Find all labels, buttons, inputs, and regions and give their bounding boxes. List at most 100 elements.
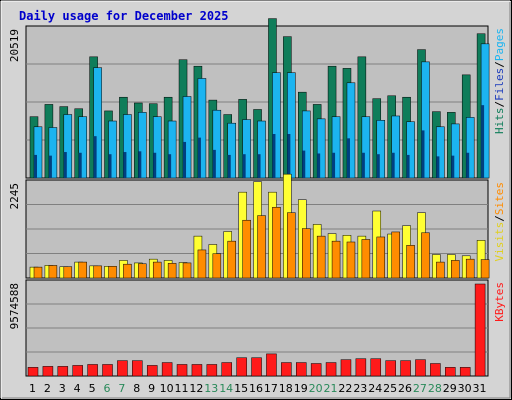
bar-visits [123,263,132,279]
bar-files [316,118,326,179]
bar-kbytes [266,353,277,377]
bar-kbytes [415,359,426,377]
bar-visits [78,261,87,279]
bar-pages [451,155,455,178]
bar-files [391,115,400,179]
bar-pages [153,152,157,178]
day-label: 14 [219,382,233,395]
bar-visits [480,259,490,279]
day-label: 26 [398,382,412,395]
bar-files [227,122,236,179]
bar-visits [272,206,281,279]
bar-files [182,96,192,179]
bar-pages [391,152,395,178]
day-label: 18 [279,382,293,395]
bar-pages [481,105,485,178]
bar-kbytes [176,364,188,377]
day-label: 13 [204,382,218,395]
bar-files [272,72,281,179]
bar-pages [212,149,216,178]
bar-visits [182,262,192,279]
legend-entry: Hits [493,108,506,135]
bar-kbytes [251,357,262,377]
bar-files [331,116,341,179]
bar-kbytes [191,364,203,377]
bar-visits [316,235,326,279]
panel-middle: 2245 Visits/Sites [8,173,506,279]
bar-pages [466,152,470,178]
day-label: 21 [324,382,338,395]
y-max-label: 20519 [8,29,21,62]
bar-files [346,82,356,179]
bar-kbytes [310,363,322,377]
bar-pages [78,152,82,178]
bar-pages [272,134,276,178]
bar-kbytes [385,360,396,377]
bar-files [421,61,430,179]
bar-pages [436,156,440,178]
day-label: 31 [473,382,487,395]
bar-pages [168,154,172,178]
legend-entry: Pages [493,28,506,61]
bar-visits [287,212,296,279]
bar-pages [197,137,201,178]
bar-pages [123,152,127,178]
bar-pages [346,138,350,178]
day-label: 20 [309,382,323,395]
bar-kbytes [132,360,143,377]
bar-kbytes [206,364,218,377]
bar-kbytes [281,362,292,377]
day-label: 4 [74,382,81,395]
bar-kbytes [102,364,113,377]
bar-visits [227,240,236,279]
bar-files [376,120,386,179]
bar-kbytes [400,360,411,377]
bar-kbytes [42,366,54,377]
day-label: 1 [29,382,36,395]
bar-kbytes [430,363,441,377]
bar-kbytes [72,365,83,377]
bar-visits [331,240,341,279]
bar-kbytes [221,362,232,377]
bar-kbytes [370,358,382,377]
bar-kbytes [325,362,337,377]
bar-pages [421,130,425,178]
bar-visits [391,231,400,279]
bar-kbytes [87,364,98,377]
bar-kbytes [355,358,367,377]
series-legend-label: Visits/Sites [493,182,506,262]
bar-files [197,78,207,179]
legend-entry: / [493,61,506,68]
day-label: 22 [338,382,352,395]
bar-visits [33,266,43,279]
bar-files [302,110,311,179]
chart-title: Daily usage for December 2025 [19,9,229,23]
day-label: 29 [443,382,457,395]
bar-files [48,127,58,179]
y-max-label: 9574588 [8,283,21,329]
bar-files [406,121,415,179]
day-label: 25 [383,382,397,395]
day-label: 10 [160,382,174,395]
bar-visits [48,265,58,279]
legend-entry: KBytes [493,282,506,322]
bar-visits [376,236,386,279]
bar-pages [227,154,231,178]
day-label: 11 [174,382,188,395]
bar-kbytes [474,283,486,377]
chart-panels: 20519Hits/Files/Pages2245Visits/Sites957… [8,18,506,377]
bar-files [123,114,132,179]
bar-visits [63,266,73,279]
bar-visits [361,239,371,279]
bar-kbytes [296,362,307,377]
day-label: 15 [234,382,248,395]
bar-pages [48,155,52,178]
bar-files [212,109,222,179]
bar-pages [361,152,365,178]
day-label: 17 [264,382,278,395]
bar-files [93,67,102,179]
bar-files [451,123,460,179]
day-label: 30 [458,382,472,395]
